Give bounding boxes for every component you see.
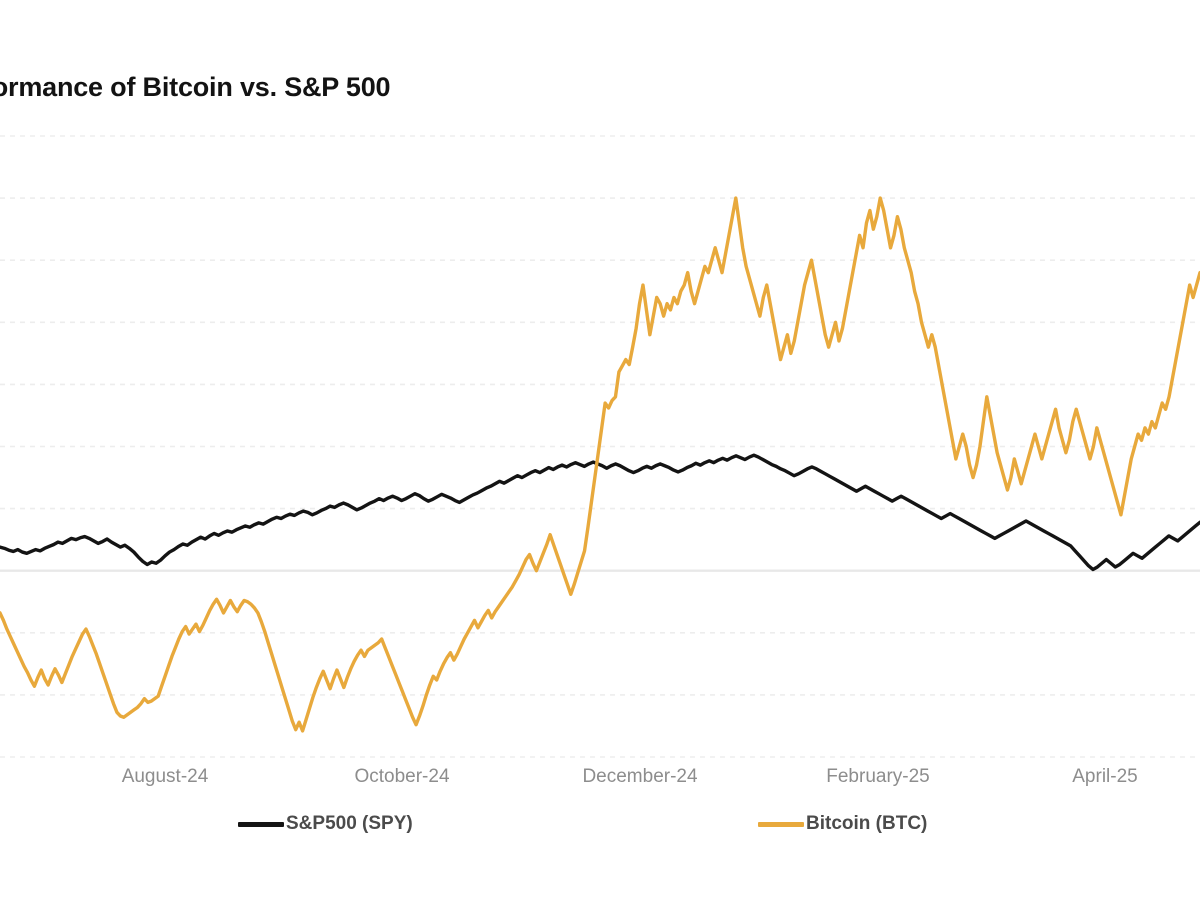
x-tick-label-4: April-25 xyxy=(1072,766,1138,787)
x-tick-label-1: October-24 xyxy=(354,766,450,787)
legend-item-spy[interactable]: S&P500 (SPY) xyxy=(238,813,413,835)
legend-label-spy: S&P500 (SPY) xyxy=(286,813,413,834)
x-tick-label-2: December-24 xyxy=(582,766,698,787)
chart-legend: S&P500 (SPY) Bitcoin (BTC) xyxy=(0,813,1200,847)
plot-area xyxy=(0,130,1200,765)
legend-swatch-btc-icon xyxy=(758,821,804,827)
x-tick-label-0: August-24 xyxy=(121,766,209,787)
x-tick-label-3: February-25 xyxy=(826,766,930,787)
series-line-btc xyxy=(0,196,1200,733)
legend-item-btc[interactable]: Bitcoin (BTC) xyxy=(758,813,927,835)
page-title: Performance of Bitcoin vs. S&P 500 xyxy=(0,72,391,102)
series-line-spy xyxy=(0,453,1200,572)
x-axis-ticks: August-24 October-24 December-24 February-2… xyxy=(0,766,1200,796)
legend-swatch-spy-icon xyxy=(238,821,284,827)
chart-canvas xyxy=(0,135,1200,758)
legend-label-btc: Bitcoin (BTC) xyxy=(806,813,928,834)
